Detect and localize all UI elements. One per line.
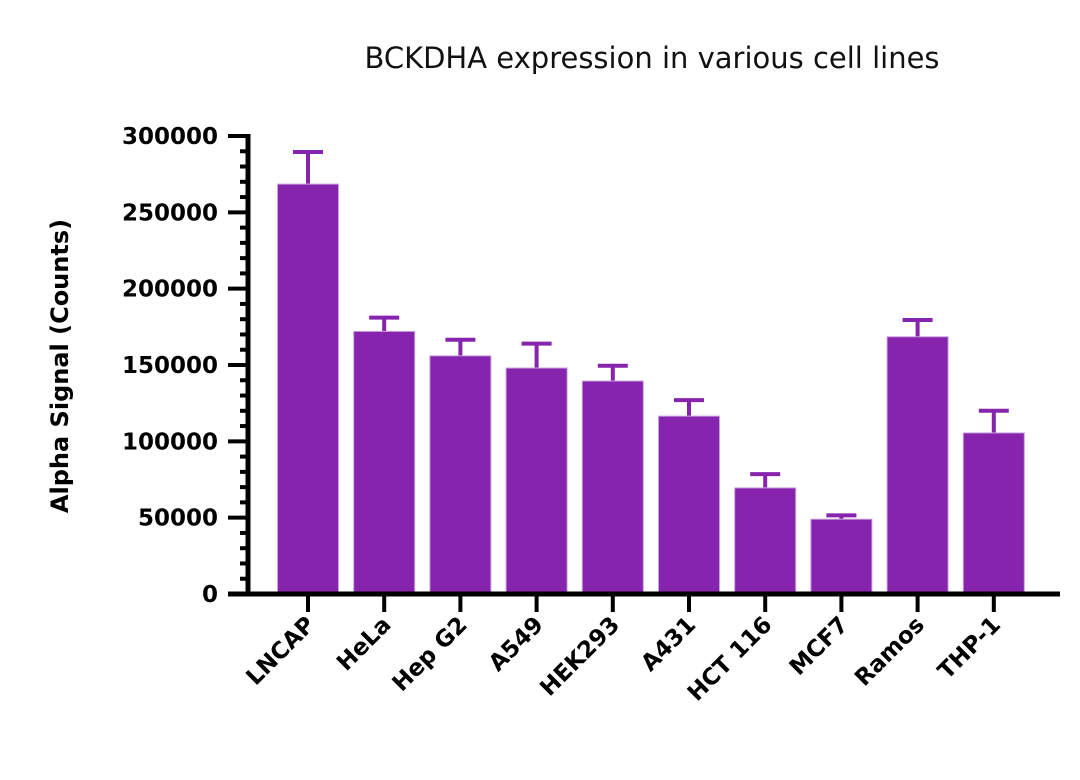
x-tick-label: THP-1	[933, 612, 1006, 685]
y-tick-label: 250000	[122, 200, 218, 226]
y-tick-label: 200000	[122, 277, 218, 303]
bar-mcf7	[810, 518, 873, 595]
bar-hep-g2	[429, 355, 492, 595]
bar-thp-1	[962, 432, 1025, 595]
x-tick-label: A549	[484, 612, 549, 677]
y-axis-label: Alpha Signal (Counts)	[46, 219, 74, 513]
x-tick-label: Hep G2	[388, 612, 473, 697]
x-tick-label: LNCAP	[241, 612, 320, 691]
bar-ramos	[886, 336, 949, 595]
y-tick-label: 150000	[122, 353, 218, 379]
y-tick-label: 100000	[122, 429, 218, 455]
bar-hek293	[581, 380, 644, 595]
x-tick-label: MCF7	[785, 612, 854, 681]
x-tick-label: Ramos	[850, 612, 930, 692]
bar-hela	[353, 330, 416, 595]
x-tick-label: HeLa	[332, 612, 396, 676]
bars	[277, 150, 1025, 595]
y-tick-label: 0	[202, 582, 218, 608]
bar-a549	[505, 367, 568, 595]
y-tick-label: 300000	[122, 124, 218, 150]
bar-lncap	[277, 183, 339, 595]
chart-title: BCKDHA expression in various cell lines	[364, 41, 939, 75]
y-tick-label: 50000	[138, 506, 218, 532]
bar-a431	[658, 415, 720, 595]
x-tick-label: A431	[636, 612, 701, 677]
bar-hct-116	[734, 487, 797, 595]
x-tick-label: HEK293	[535, 612, 625, 702]
